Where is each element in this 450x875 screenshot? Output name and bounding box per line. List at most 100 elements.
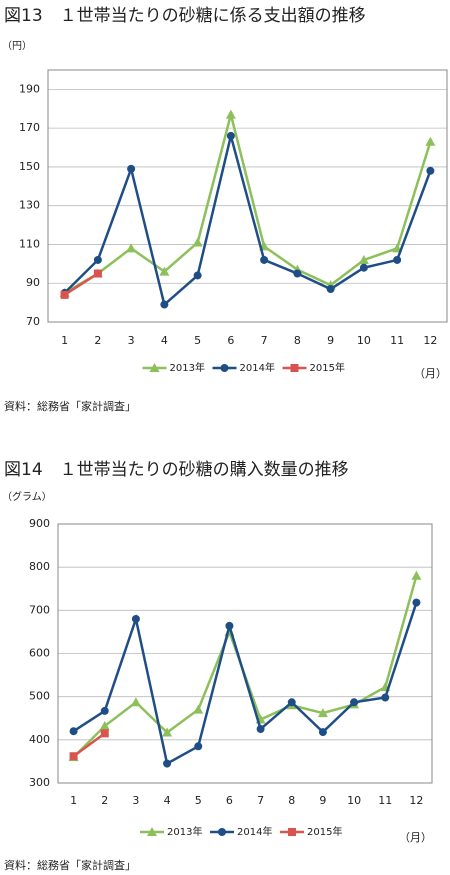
x-tick-label: 7 [257, 794, 264, 807]
plot-frame [57, 523, 433, 784]
data-point [159, 266, 170, 276]
data-point [359, 263, 368, 272]
x-tick-label: 4 [161, 334, 168, 347]
data-point [162, 727, 173, 737]
legend-marker [220, 364, 229, 372]
data-point [225, 109, 236, 119]
x-tick-label: 5 [195, 794, 202, 807]
x-tick-label: 10 [357, 334, 371, 347]
y-tick-label: 300 [29, 776, 50, 789]
data-point [100, 706, 109, 715]
legend-label: 2015年 [307, 825, 342, 838]
x-tick-label: 7 [261, 334, 268, 347]
series-line [63, 135, 432, 307]
series-line [63, 272, 99, 296]
data-point [350, 698, 359, 707]
y-tick-label: 170 [19, 121, 40, 134]
plot-frame [47, 69, 448, 323]
data-point [69, 727, 78, 736]
legend-marker [149, 363, 160, 372]
series-line [72, 602, 418, 766]
data-point [127, 164, 136, 173]
y-tick-label: 800 [29, 560, 50, 573]
legend-label: 2014年 [237, 825, 272, 838]
chart-title: 図14 １世帯当たりの砂糖の購入数量の推移 [4, 460, 349, 480]
data-point [260, 255, 269, 264]
y-tick-label: 900 [29, 517, 50, 530]
data-point [425, 136, 436, 146]
data-point [393, 255, 402, 264]
y-tick-label: 90 [26, 276, 40, 289]
y-tick-label: 600 [29, 647, 50, 660]
data-point [293, 269, 302, 278]
series-line [72, 732, 106, 758]
x-tick-label: 11 [378, 794, 392, 807]
y-tick-label: 110 [19, 237, 40, 250]
x-tick-label: 10 [347, 794, 361, 807]
x-tick-label: 11 [390, 334, 404, 347]
x-tick-label: 5 [194, 334, 201, 347]
data-point [93, 255, 102, 264]
y-tick-label: 150 [19, 160, 40, 173]
source: 資料：総務省「家計調査」 [4, 399, 136, 413]
legend-marker [288, 828, 296, 836]
data-point [193, 704, 204, 714]
data-point [100, 729, 109, 738]
data-point [317, 708, 328, 718]
x-tick-label: 2 [101, 794, 108, 807]
legend-marker [218, 828, 226, 836]
chart-title: 図13 １世帯当たりの砂糖に係る支出額の推移 [4, 6, 366, 26]
x-tick-label: 1 [70, 794, 77, 807]
x-tick-label: 12 [423, 334, 437, 347]
x-tick-label: 6 [226, 794, 233, 807]
y-tick-label: 700 [29, 603, 50, 616]
data-point [381, 693, 390, 702]
x-tick-label: 8 [288, 794, 295, 807]
y-tick-label: 130 [19, 199, 40, 212]
data-point [160, 300, 169, 309]
legend-label: 2013年 [170, 361, 205, 374]
data-point [326, 285, 335, 294]
y-tick-label: 500 [29, 690, 50, 703]
data-point [130, 697, 141, 707]
y-tick-label: 190 [19, 82, 40, 95]
data-point [225, 621, 234, 630]
x-tick-label: 9 [327, 334, 334, 347]
x-tick-label: 12 [409, 794, 423, 807]
data-point [287, 698, 296, 707]
series-line [72, 575, 418, 758]
data-point [192, 237, 203, 247]
data-point [226, 131, 235, 140]
data-point [358, 254, 369, 264]
x-tick-label: 1 [61, 334, 68, 347]
legend-marker [147, 827, 157, 836]
data-point [93, 269, 102, 278]
data-point [69, 752, 78, 761]
data-point [318, 728, 327, 737]
x-tick-label: 2 [94, 334, 101, 347]
x-axis-label: （月） [414, 367, 447, 380]
source: 資料：総務省「家計調査」 [4, 858, 136, 872]
x-tick-label: 9 [319, 794, 326, 807]
series-line [63, 114, 432, 295]
data-point [99, 721, 110, 731]
legend-label: 2015年 [310, 361, 345, 374]
y-tick-label: 70 [26, 315, 40, 328]
x-tick-label: 8 [294, 334, 301, 347]
y-tick-label: 400 [29, 733, 50, 746]
x-tick-label: 3 [132, 794, 139, 807]
legend-label: 2014年 [240, 361, 275, 374]
data-point [411, 570, 422, 580]
data-point [412, 598, 421, 607]
x-axis-label: （月） [399, 831, 432, 844]
y-axis-label: （円） [2, 40, 32, 52]
x-tick-label: 3 [128, 334, 135, 347]
data-point [426, 166, 435, 175]
x-tick-label: 4 [164, 794, 171, 807]
y-axis-label: （グラム） [2, 490, 52, 503]
data-point [60, 290, 69, 299]
legend-marker [290, 364, 299, 372]
data-point [126, 243, 137, 253]
x-tick-label: 6 [227, 334, 234, 347]
